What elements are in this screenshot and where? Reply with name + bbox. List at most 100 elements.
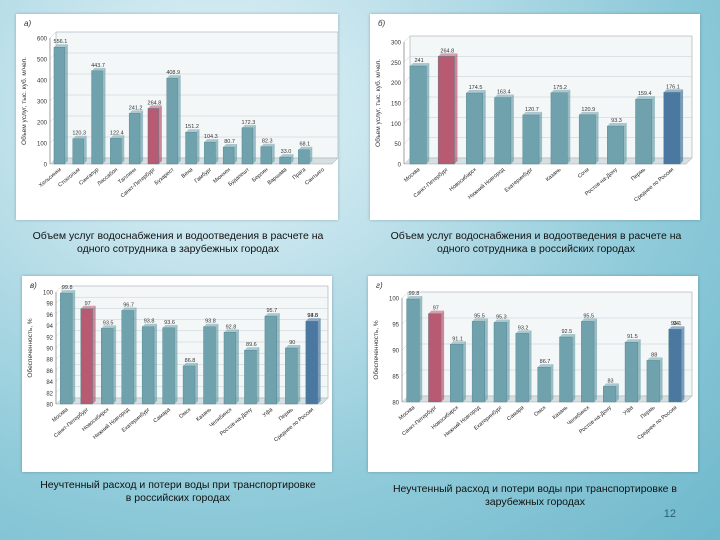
- bar-side: [309, 146, 313, 164]
- x-category-label: Омск: [178, 407, 192, 420]
- x-category-label: Новосибирск: [448, 167, 478, 193]
- bar-side: [271, 143, 275, 164]
- bar: [222, 146, 235, 165]
- bar-value-label: 86.7: [540, 359, 551, 365]
- bar-value-label: 120.7: [525, 107, 539, 113]
- bar-value-label: 33.0: [281, 149, 292, 155]
- bar-side: [290, 154, 294, 164]
- bar-top: [537, 364, 554, 368]
- bar-side: [133, 307, 137, 404]
- x-category-label: Омск: [533, 405, 547, 418]
- bar: [537, 366, 551, 403]
- bar-side: [83, 135, 87, 164]
- bar: [260, 146, 272, 165]
- x-category-label: Лиссабон: [96, 167, 119, 187]
- bar-top: [183, 362, 198, 366]
- bar-side: [572, 334, 576, 402]
- bar-top: [409, 62, 430, 66]
- bar-value-label: 93.8: [205, 319, 216, 325]
- bar-side: [215, 323, 219, 404]
- bar-side: [297, 345, 301, 404]
- bar-top: [603, 383, 619, 387]
- bar-top: [204, 139, 219, 143]
- bar-side: [623, 123, 627, 164]
- bar-value-label: 241.2: [129, 105, 143, 111]
- bar-top: [203, 323, 219, 327]
- bar-value-label: 97: [433, 306, 439, 312]
- bar-top: [305, 318, 321, 322]
- bar-value-label: 408.9: [166, 70, 180, 76]
- bar-value-label: 93.2: [518, 325, 529, 331]
- bar-top: [406, 296, 423, 300]
- bar-side: [426, 62, 430, 164]
- bar: [466, 92, 483, 165]
- bar-value-label: 163.4: [497, 90, 511, 96]
- x-category-label: Варшава: [267, 166, 289, 186]
- bar: [162, 327, 175, 405]
- bar-value-label: 93.5: [103, 320, 114, 326]
- bar-top: [438, 53, 458, 57]
- caption-foreign-losses: Неучтенный расход и потери воды при тран…: [392, 483, 678, 508]
- bar-value-label: 443.7: [91, 63, 105, 69]
- bar-side: [252, 124, 256, 164]
- y-tick-label: 94: [46, 324, 53, 330]
- bar-value-label: 82.3: [262, 139, 273, 145]
- bar-value-label: 99.8: [409, 291, 420, 297]
- bar-side: [102, 67, 106, 164]
- bar-value-label: 89.6: [246, 342, 257, 348]
- y-tick-label: 200: [37, 121, 48, 127]
- bar: [72, 138, 84, 165]
- bar-side: [528, 330, 532, 402]
- bar-side: [158, 105, 162, 164]
- bar-top: [241, 124, 256, 128]
- bar: [203, 326, 216, 405]
- bar-side: [317, 318, 321, 404]
- bar-top: [101, 325, 117, 329]
- bar-side: [510, 94, 514, 164]
- y-axis-label: Обеспеченность, %: [372, 320, 380, 380]
- bar: [128, 113, 141, 165]
- bar-top: [581, 318, 598, 322]
- x-category-label: Уфа: [622, 404, 635, 416]
- grid-line-depth: [403, 96, 411, 104]
- bar: [279, 156, 291, 165]
- bar: [185, 132, 197, 165]
- bar-value-label: 151.2: [185, 124, 199, 130]
- bar-side: [215, 139, 219, 164]
- bar: [204, 141, 216, 165]
- x-category-label: Уфа: [262, 406, 275, 418]
- bar-value-label: 93.8: [144, 319, 155, 325]
- y-tick-label: 100: [389, 297, 400, 303]
- bar-value-label: 80.7: [224, 139, 235, 145]
- bar: [578, 114, 596, 165]
- bar-top: [472, 318, 488, 322]
- bar: [515, 333, 529, 403]
- y-tick-label: 500: [37, 58, 48, 64]
- bar-side: [92, 305, 96, 404]
- bar-side: [64, 44, 68, 164]
- panel-tag: б): [378, 19, 386, 28]
- panel-tag: в): [30, 281, 37, 290]
- bar: [182, 365, 196, 405]
- bar-side: [506, 319, 510, 402]
- grid-line-depth: [49, 31, 57, 39]
- bar-value-label: 96.7: [123, 302, 134, 308]
- grid-line-depth: [401, 291, 409, 299]
- bar-top: [264, 313, 280, 317]
- bar: [166, 77, 178, 165]
- bar-top: [166, 75, 181, 79]
- chart-russian-losses: в) 80 82 84 86 88 90 92 94 96 98 100 Обеспеченность,…: [26, 281, 329, 443]
- bar: [624, 341, 638, 403]
- bar-top: [450, 341, 466, 345]
- bar-value-label: 94: [673, 321, 679, 327]
- bar-side: [235, 329, 239, 404]
- bar-side: [441, 310, 445, 402]
- bar: [607, 125, 624, 165]
- bar-value-label: 92.5: [561, 329, 572, 335]
- bar-value-label: 174.5: [469, 85, 483, 91]
- bar-value-label: 95.5: [583, 313, 594, 319]
- grid-line-depth: [403, 157, 411, 165]
- bar: [101, 328, 114, 405]
- x-category-label: Екатеринбург: [504, 167, 534, 194]
- x-category-label: Нижний Новгород: [442, 404, 482, 439]
